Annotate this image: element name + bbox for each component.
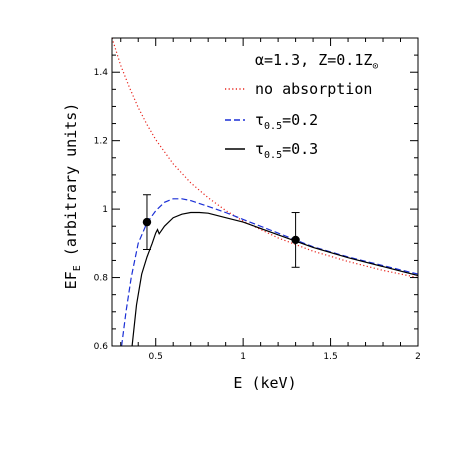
- legend-label-tau-0.2: τ0.5=0.2: [255, 111, 318, 132]
- sun-symbol: ⊙: [372, 61, 378, 72]
- legend-label-tau-0.3: τ0.5=0.3: [255, 140, 318, 161]
- data-marker: [291, 235, 300, 245]
- y-tick-label: 1.2: [94, 137, 108, 147]
- series-layer: [112, 38, 418, 346]
- x-tick-label: 2: [415, 352, 421, 362]
- series-line-2: [131, 211, 418, 346]
- legend: α=1.3, Z=0.1Z⊙ no absorption τ0.5=0.2 τ0…: [225, 51, 378, 161]
- y-axis-title: EFE (arbitrary units): [62, 103, 83, 290]
- data-marker: [142, 217, 152, 227]
- x-tick-label: 1: [240, 352, 246, 362]
- y-tick-label: 1.4: [94, 68, 109, 78]
- data-point-1: [291, 212, 300, 268]
- data-point-0: [142, 194, 152, 250]
- series-line-1: [121, 198, 418, 346]
- x-tick-label: 0.5: [149, 352, 163, 362]
- data-points-layer: [142, 194, 300, 268]
- axes-layer: 0.5 1 1.5 2 0.6 0.8 1 1.2 1.4: [94, 37, 421, 362]
- y-tick-label: 0.6: [94, 342, 109, 352]
- legend-header: α=1.3, Z=0.1Z⊙: [255, 51, 378, 72]
- y-tick-label: 1: [102, 205, 108, 215]
- y-tick-label: 0.8: [94, 274, 109, 284]
- legend-label-no-absorption: no absorption: [255, 80, 372, 98]
- x-axis-title: E (keV): [233, 374, 296, 392]
- x-tick-label: 1.5: [323, 352, 337, 362]
